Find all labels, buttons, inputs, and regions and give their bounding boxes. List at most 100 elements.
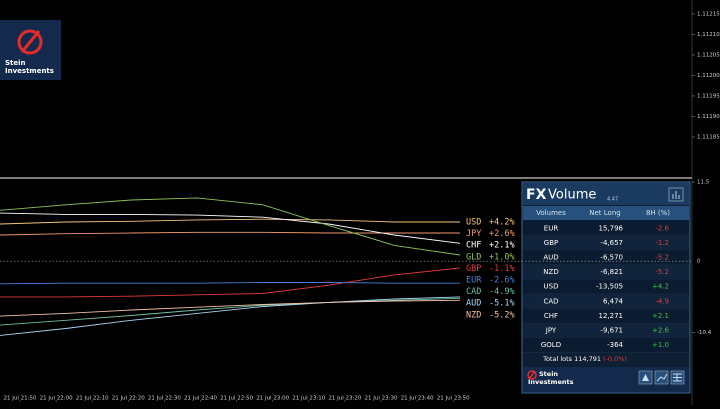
currency-change: +1.0% xyxy=(489,252,515,262)
currency-name: AUD xyxy=(466,299,481,309)
strength-line xyxy=(0,282,460,285)
total-change: (-0.0%) xyxy=(603,355,627,363)
change-cell: -2.6 xyxy=(655,224,669,232)
x-tick-label: 21 Jul 23:30 xyxy=(365,396,398,402)
currency-change: -1.1% xyxy=(489,264,515,274)
change-cell: -4.9 xyxy=(655,297,669,305)
chart-icon xyxy=(672,191,680,199)
footer-brand: Stein xyxy=(539,370,558,378)
change-cell: +2.1 xyxy=(652,312,669,320)
net-long-cell: -6,570 xyxy=(600,254,623,262)
change-cell: +2.6 xyxy=(652,327,670,335)
y-tick-label: 1.11190 xyxy=(697,114,720,120)
table-row xyxy=(523,308,689,324)
x-tick-label: 21 Jul 23:50 xyxy=(437,396,470,402)
change-cell: -1.2 xyxy=(655,239,669,247)
panel-title: FX xyxy=(526,187,547,203)
net-long-cell: 12,271 xyxy=(599,312,624,320)
net-long-cell: -4,657 xyxy=(600,239,623,247)
y-tick-label: 0 xyxy=(697,259,701,265)
x-tick-label: 21 Jul 22:10 xyxy=(76,396,109,402)
table-row xyxy=(523,235,689,251)
panel-header xyxy=(523,183,689,205)
lines-icon xyxy=(656,373,668,382)
y-tick-label: 11.5 xyxy=(697,180,710,186)
strength-line xyxy=(0,299,461,317)
table-row xyxy=(523,337,689,353)
logo-text: Stein xyxy=(5,59,26,67)
y-tick-label: 1.11215 xyxy=(697,11,720,17)
currency-cell: JPY xyxy=(545,327,557,335)
panel-version: 4.47 xyxy=(607,197,618,203)
currency-cell: CHF xyxy=(544,312,558,320)
currency-change: -2.6% xyxy=(489,276,515,286)
table-icon xyxy=(673,373,682,382)
chart-button[interactable] xyxy=(668,187,684,202)
net-long-cell: -9,671 xyxy=(600,327,623,335)
net-long-cell: -6,821 xyxy=(600,268,623,276)
table-row xyxy=(523,279,689,294)
currency-name: GLD xyxy=(466,252,481,262)
table-row xyxy=(523,323,689,338)
net-long-cell: 15,796 xyxy=(599,224,624,232)
column-header: Volumes xyxy=(536,209,566,217)
x-tick-label: 21 Jul 22:30 xyxy=(148,396,181,402)
strength-line xyxy=(0,296,461,336)
table-row xyxy=(523,221,689,236)
table-header xyxy=(523,206,689,220)
alert-icon xyxy=(642,374,649,381)
currency-change: -4.9% xyxy=(489,287,515,297)
y-tick-label: 1.11210 xyxy=(697,32,720,38)
currency-change: -5.2% xyxy=(489,310,515,320)
x-tick-label: 21 Jul 23:00 xyxy=(256,396,289,402)
currency-change: +4.2% xyxy=(489,218,515,228)
table-row xyxy=(523,264,689,280)
currency-change: +2.6% xyxy=(489,229,515,239)
currency-cell: NZD xyxy=(543,268,558,276)
currency-name: JPY xyxy=(466,229,481,239)
x-tick-label: 21 Jul 21:50 xyxy=(4,396,37,402)
currency-name: CHF xyxy=(466,241,481,251)
currency-cell: GBP xyxy=(544,239,558,247)
net-long-cell: -13,505 xyxy=(596,283,623,291)
y-tick-label: 1.11185 xyxy=(697,134,720,140)
footer-brand: Investments xyxy=(528,378,574,386)
table-body: EUR 15,796 -2.6 GBP -4,657 -1.2 AUD -6,570 -5.2 N… xyxy=(523,221,689,353)
currency-name: CAD xyxy=(466,287,481,297)
currency-cell: CAD xyxy=(543,297,558,305)
currency-cell: USD xyxy=(544,283,559,291)
x-tick-label: 21 Jul 23:20 xyxy=(328,396,361,402)
y-tick-label: 1.11200 xyxy=(697,73,720,79)
strength-line xyxy=(0,267,461,298)
currency-cell: GOLD xyxy=(541,341,561,349)
currency-change: +2.1% xyxy=(489,241,515,251)
x-tick-label: 21 Jul 23:10 xyxy=(292,396,325,402)
change-cell: +4.2 xyxy=(652,283,669,291)
strength-line xyxy=(0,218,460,225)
currency-name: GBP xyxy=(466,264,481,274)
strength-line xyxy=(0,297,461,326)
change-cell: -5.2 xyxy=(655,254,669,262)
change-cell: +1.0 xyxy=(652,341,669,349)
change-cell: -5.2 xyxy=(655,268,669,276)
strength-line xyxy=(0,212,461,244)
currency-cell: EUR xyxy=(544,224,559,232)
x-tick-label: 21 Jul 23:40 xyxy=(401,396,434,402)
y-tick-label: 1.11205 xyxy=(697,52,720,58)
x-tick-label: 21 Jul 22:40 xyxy=(184,396,217,402)
logo-text: Investments xyxy=(5,67,54,75)
x-tick-label: 21 Jul 22:20 xyxy=(112,396,145,402)
net-long-cell: -364 xyxy=(607,341,623,349)
panel-title: Volume xyxy=(548,188,596,203)
footer-logo-icon xyxy=(527,370,537,380)
y-tick-label: 1.11195 xyxy=(697,93,720,99)
x-tick-label: 21 Jul 22:50 xyxy=(220,396,253,402)
currency-change: -5.1% xyxy=(489,299,515,309)
currency-name: EUR xyxy=(466,276,482,286)
strength-line xyxy=(0,197,461,256)
total-lots: Total lots 114,791 xyxy=(542,355,601,363)
currency-name: USD xyxy=(466,218,481,228)
logo-icon xyxy=(17,29,43,55)
